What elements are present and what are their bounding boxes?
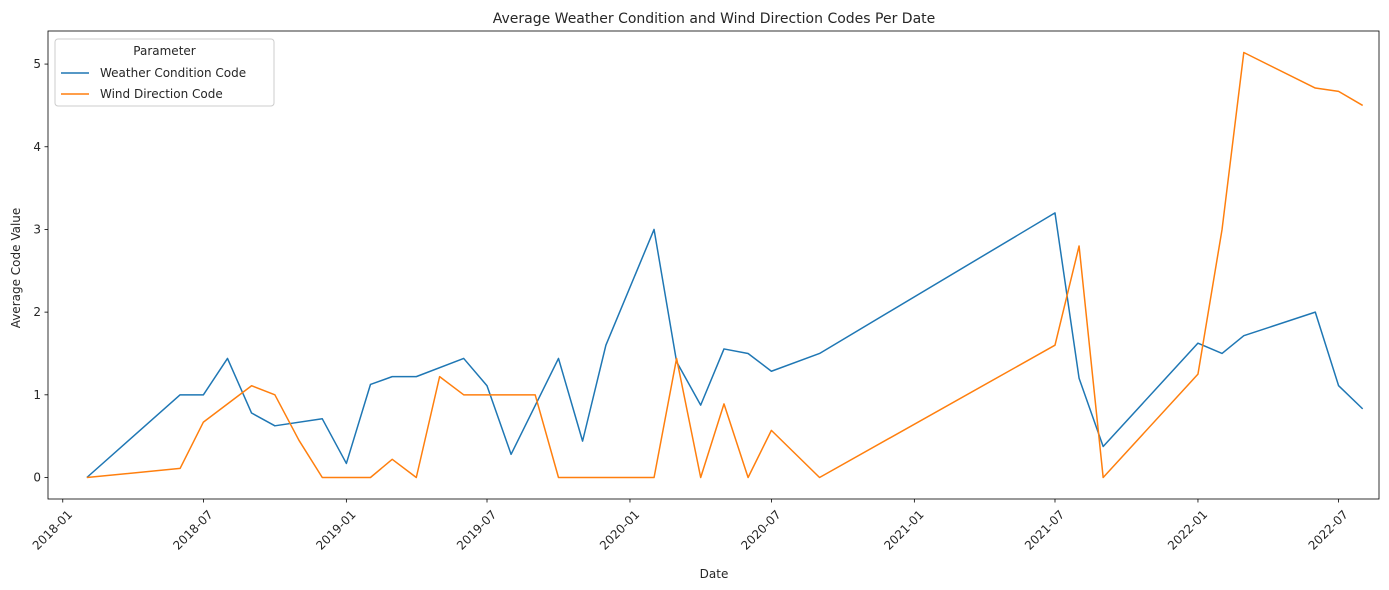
x-axis-title: Date [700,567,729,581]
x-tick-label: 2022-01 [1165,507,1210,552]
x-tick-label: 2019-01 [313,507,358,552]
x-tick-label: 2020-07 [738,507,783,552]
y-tick-label: 4 [33,140,41,154]
y-tick-label: 3 [33,222,41,236]
x-tick-label: 2022-07 [1306,507,1351,552]
x-tick-label: 2019-07 [454,507,499,552]
x-tick-label: 2018-07 [170,507,215,552]
plot-area: 0 1 2 3 4 5 2018-01 2018-07 2019-01 2019-07 2020-0… [30,30,1380,553]
legend: Parameter Weather Condition Code Wind Dire… [54,38,275,107]
y-tick-label: 2 [33,305,41,319]
legend-box [54,38,275,107]
series-line-2 [86,51,1364,479]
y-tick-label: 1 [33,388,41,402]
x-tick-label: 2018-01 [30,507,75,552]
y-tick-label: 0 [33,471,41,485]
legend-label-1: Weather Condition Code [100,66,246,80]
y-tick-label: 5 [33,57,41,71]
legend-title: Parameter [133,44,195,58]
x-tick-label: 2021-01 [881,507,926,552]
x-tick-label: 2020-01 [597,507,642,552]
chart-title: Average Weather Condition and Wind Direc… [493,11,936,27]
legend-label-2: Wind Direction Code [100,87,223,101]
plot-frame [47,30,1380,500]
series-line-1 [86,212,1364,479]
y-axis-title: Average Code Value [9,208,23,329]
x-tick-label: 2021-07 [1022,507,1067,552]
